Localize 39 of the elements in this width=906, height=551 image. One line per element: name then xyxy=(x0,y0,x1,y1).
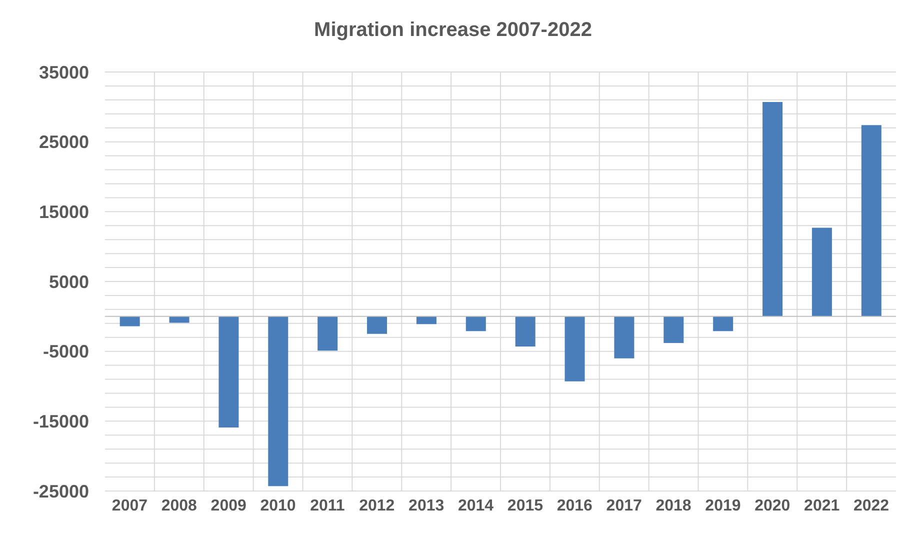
x-tick-label: 2016 xyxy=(556,497,593,514)
bar xyxy=(218,316,239,428)
bar xyxy=(120,316,140,326)
bar xyxy=(318,316,338,351)
y-tick-label: 25000 xyxy=(38,132,89,152)
y-tick-label: -25000 xyxy=(32,481,89,502)
x-tick-label: 2014 xyxy=(458,497,494,514)
y-tick-label: 35000 xyxy=(38,62,89,82)
x-tick-label: 2019 xyxy=(705,497,741,514)
chart-title: Migration increase 2007-2022 xyxy=(313,18,593,42)
x-tick-label: 2012 xyxy=(359,497,395,514)
bar xyxy=(614,316,634,358)
bar xyxy=(861,125,882,316)
bar xyxy=(268,316,288,486)
bar xyxy=(762,102,783,316)
x-tick-label: 2013 xyxy=(408,497,444,514)
bar xyxy=(367,316,388,334)
bar xyxy=(416,316,436,324)
y-tick-label: 15000 xyxy=(38,202,89,222)
x-tick-label: 2021 xyxy=(804,497,840,514)
x-tick-label: 2017 xyxy=(606,497,642,514)
x-tick-label: 2011 xyxy=(310,497,345,514)
x-tick-label: 2007 xyxy=(112,497,148,514)
y-tick-label: -15000 xyxy=(32,411,89,432)
x-tick-label: 2010 xyxy=(260,497,296,514)
x-tick-label: 2008 xyxy=(161,497,198,514)
y-tick-label: 5000 xyxy=(48,272,89,292)
x-tick-label: 2009 xyxy=(210,497,246,514)
x-tick-label: 2022 xyxy=(853,497,890,514)
bar xyxy=(812,228,832,316)
x-tick-label: 2018 xyxy=(656,497,692,514)
bar xyxy=(564,316,585,382)
x-tick-label: 2020 xyxy=(754,497,790,514)
bar xyxy=(713,316,734,332)
bar xyxy=(466,316,486,332)
x-tick-label: 2015 xyxy=(507,497,544,514)
bar xyxy=(515,316,536,346)
y-tick-label: -5000 xyxy=(42,342,89,362)
bar xyxy=(664,316,684,343)
